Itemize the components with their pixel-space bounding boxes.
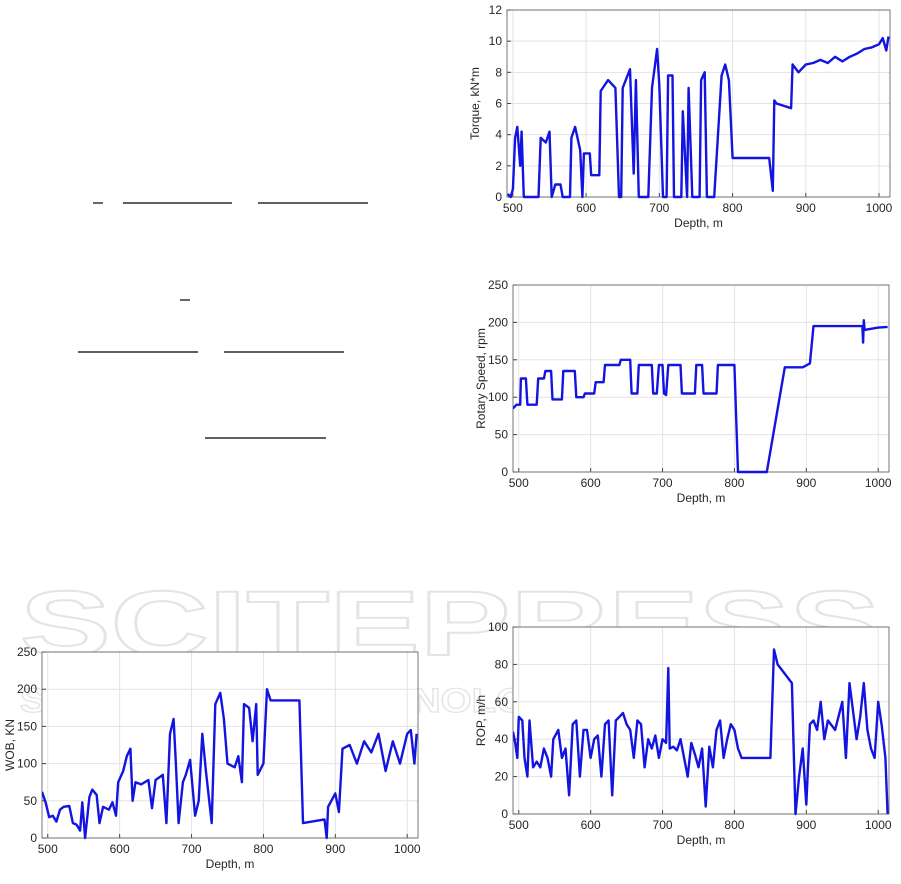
x-axis-label: Depth, m [674, 216, 723, 230]
x-tick-label: 600 [110, 842, 130, 856]
y-tick-label: 10 [489, 34, 503, 48]
y-axis-label: ROP, m/h [474, 695, 488, 746]
x-tick-label: 800 [723, 201, 743, 215]
x-tick-label: 900 [325, 842, 345, 856]
y-tick-label: 0 [30, 831, 37, 845]
x-tick-label: 800 [724, 818, 744, 832]
x-tick-label: 1000 [866, 201, 893, 215]
x-tick-label: 800 [253, 842, 273, 856]
y-tick-label: 50 [24, 794, 38, 808]
plot-frame [512, 626, 890, 815]
y-tick-label: 12 [489, 3, 503, 17]
y-axis-label: Torque, kN*m [468, 67, 482, 140]
x-tick-label: 800 [724, 476, 744, 490]
x-tick-label: 1000 [865, 476, 892, 490]
y-tick-label: 100 [17, 757, 37, 771]
y-tick-label: 150 [488, 353, 508, 367]
x-tick-label: 500 [509, 818, 529, 832]
y-tick-label: 150 [17, 719, 37, 733]
y-tick-label: 100 [488, 390, 508, 404]
x-tick-label: 500 [503, 201, 523, 215]
x-tick-label: 600 [576, 201, 596, 215]
y-tick-label: 250 [488, 278, 508, 292]
x-axis-label: Depth, m [677, 491, 726, 505]
y-axis-label: WOB, KN [3, 719, 17, 771]
x-tick-label: 900 [796, 818, 816, 832]
data-line [513, 648, 889, 816]
data-line [513, 319, 888, 474]
x-tick-label: 700 [182, 842, 202, 856]
chart: 500 600 700 800 900 1000 0 20 40 60 80 100 Depth, m R… [474, 620, 892, 847]
x-tick-label: 700 [653, 818, 673, 832]
x-tick-label: 1000 [394, 842, 421, 856]
x-tick-label: 1000 [865, 818, 892, 832]
y-tick-label: 40 [495, 732, 509, 746]
data-line [507, 36, 890, 199]
equation-rules [78, 202, 368, 439]
x-tick-label: 500 [509, 476, 529, 490]
y-tick-label: 200 [488, 315, 508, 329]
plot-frame [41, 651, 419, 839]
y-tick-label: 0 [495, 190, 502, 204]
x-tick-label: 700 [649, 201, 669, 215]
y-tick-label: 50 [495, 428, 509, 442]
chart: 500 600 700 800 900 1000 0 2 4 6 8 10 12 Depth, m Torq… [468, 3, 893, 230]
y-tick-label: 6 [495, 97, 502, 111]
plot-area [513, 285, 889, 472]
x-tick-label: 600 [581, 818, 601, 832]
y-tick-label: 60 [495, 695, 509, 709]
y-tick-label: 8 [495, 65, 502, 79]
x-tick-label: 500 [38, 842, 58, 856]
y-tick-label: 4 [495, 128, 502, 142]
data-line [42, 688, 418, 840]
y-tick-label: 200 [17, 682, 37, 696]
x-tick-label: 600 [581, 476, 601, 490]
y-tick-label: 100 [488, 620, 508, 634]
x-axis-label: Depth, m [206, 857, 255, 871]
y-tick-label: 20 [495, 770, 509, 784]
y-tick-label: 80 [495, 657, 509, 671]
chart: 500 600 700 800 900 1000 0 50 100 150 200 250 Depth,… [3, 645, 421, 871]
y-axis-label: Rotary Speed, rpm [474, 328, 488, 429]
y-tick-label: 0 [501, 807, 508, 821]
x-tick-label: 900 [796, 476, 816, 490]
x-axis-label: Depth, m [677, 833, 726, 847]
chart: 500 600 700 800 900 1000 0 50 100 150 200 250 Depth,… [474, 278, 892, 505]
x-tick-label: 900 [796, 201, 816, 215]
y-tick-label: 250 [17, 645, 37, 659]
y-tick-label: 2 [495, 159, 502, 173]
y-tick-label: 0 [501, 465, 508, 479]
plot-frame [512, 284, 890, 473]
x-tick-label: 700 [653, 476, 673, 490]
